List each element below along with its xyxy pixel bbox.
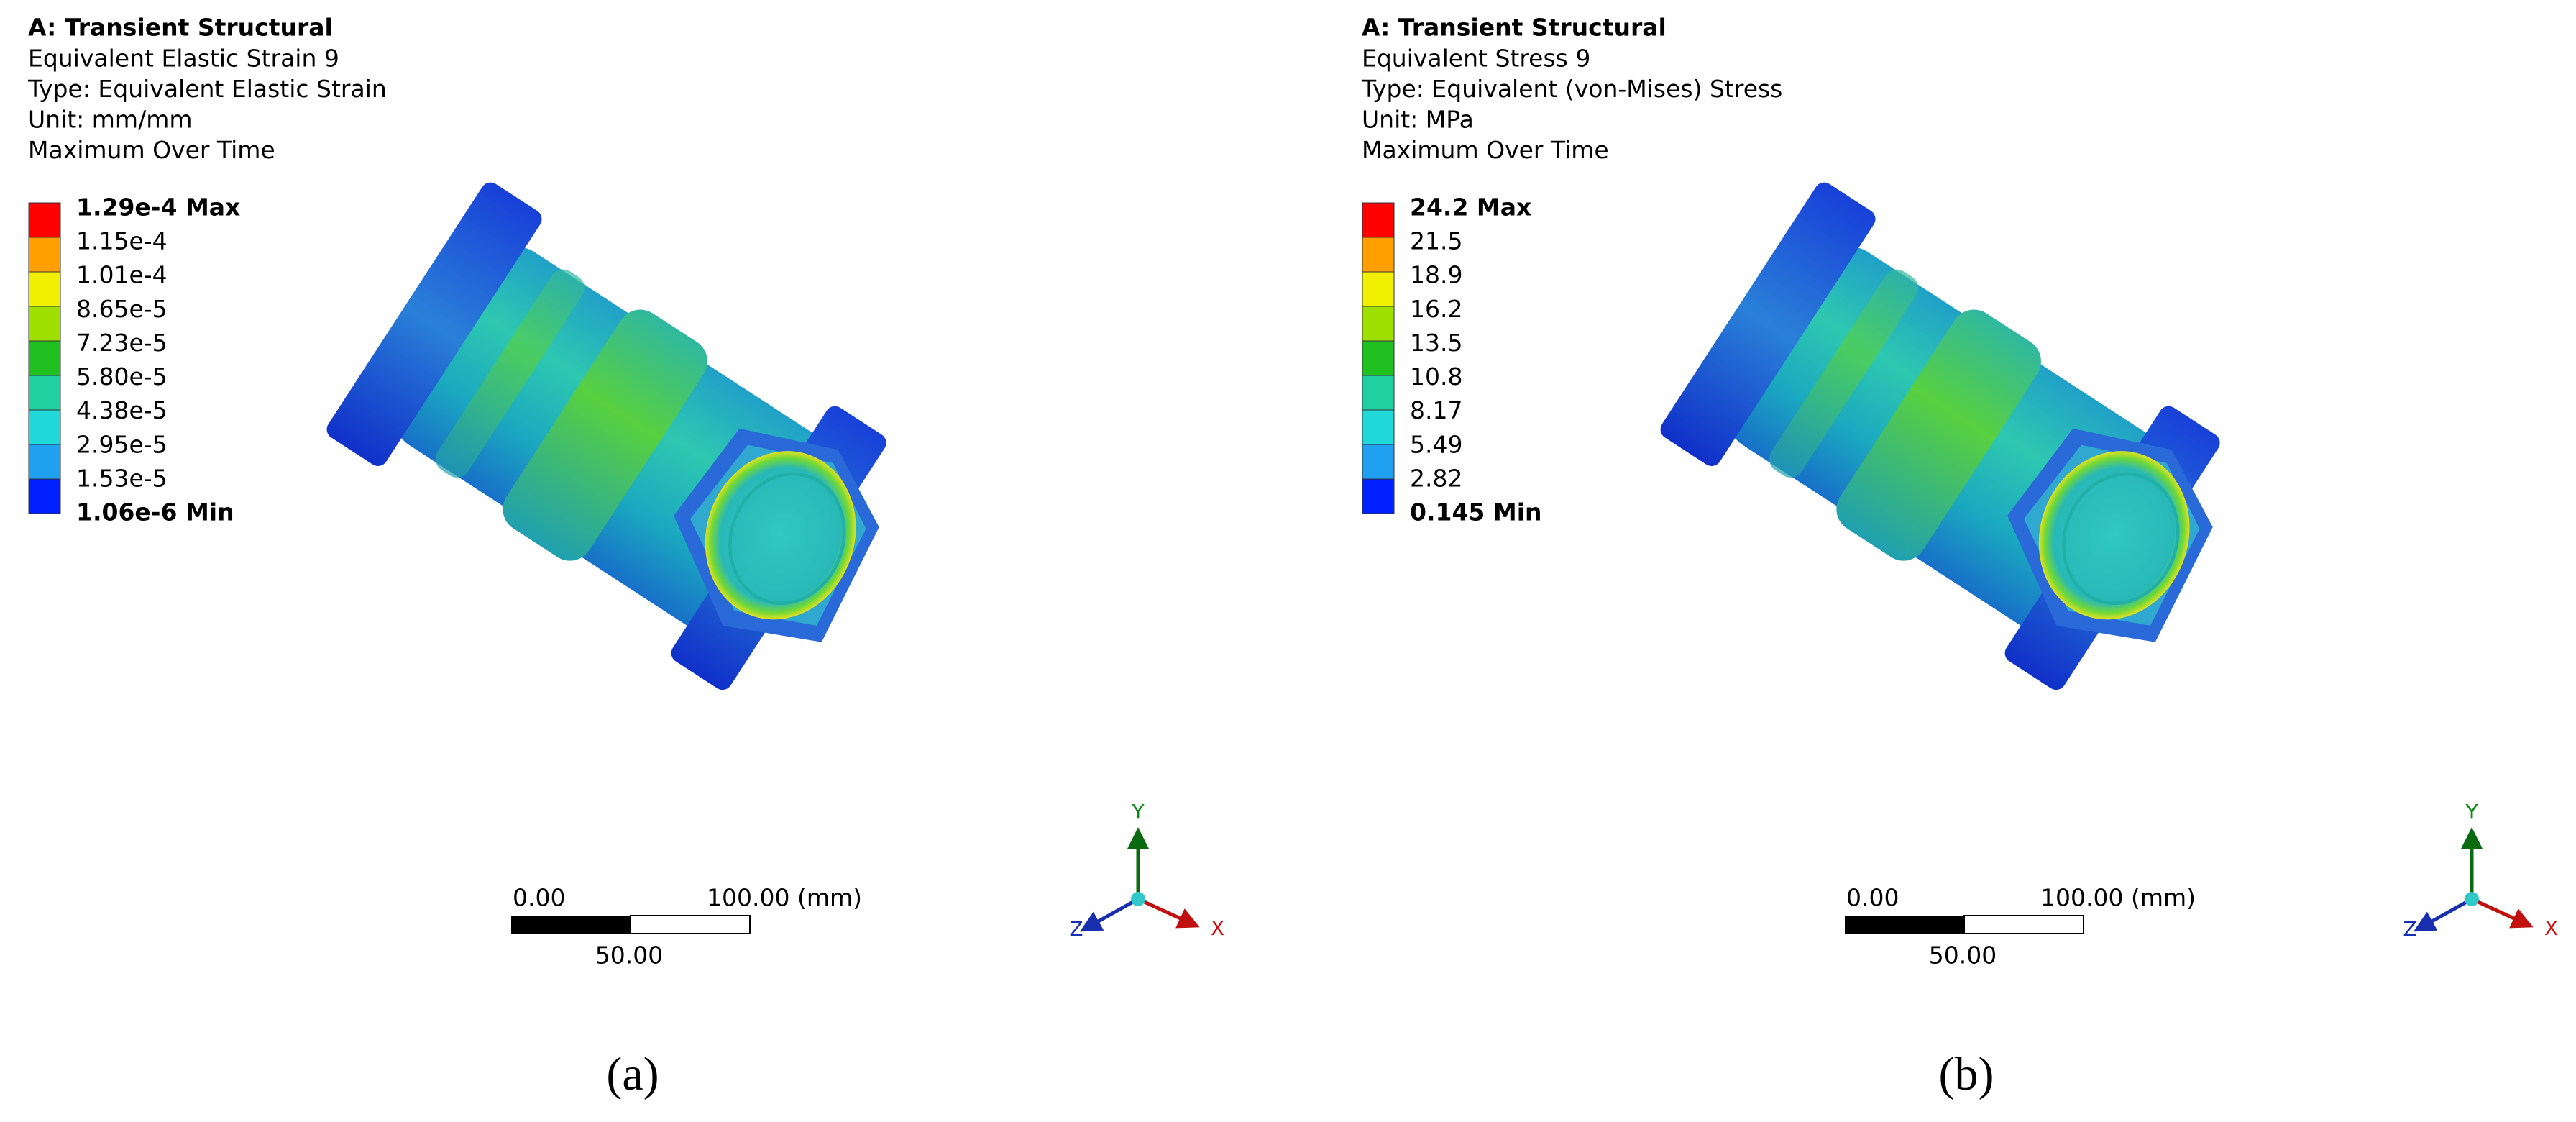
- header-line: Unit: mm/mm: [28, 106, 193, 134]
- header-line: Unit: MPa: [1362, 106, 1474, 134]
- caption: (a): [606, 1048, 659, 1100]
- legend-swatch: [28, 271, 61, 307]
- legend-label: 24.2 Max: [1410, 193, 1531, 222]
- legend-label: 21.5: [1410, 227, 1462, 255]
- legend-swatch: [28, 444, 61, 480]
- legend-swatch: [28, 409, 61, 445]
- legend-swatch: [1362, 444, 1395, 480]
- scale-bar-white: [630, 915, 751, 934]
- legend-swatch: [28, 202, 61, 238]
- legend-label: 1.29e-4 Max: [76, 193, 240, 222]
- axis-z: [1079, 897, 1140, 932]
- scale-mid: 50.00: [595, 941, 663, 970]
- legend-swatch: [28, 375, 61, 411]
- legend-label: 2.82: [1410, 464, 1462, 492]
- scale-end: 100.00 (mm): [707, 884, 862, 912]
- scale-start: 0.00: [1846, 884, 1899, 912]
- axis-z: [2413, 897, 2473, 932]
- legend-swatch: [28, 306, 61, 342]
- axis-x: [1137, 897, 1200, 929]
- legend-label: 1.53e-5: [76, 464, 168, 492]
- legend-swatch: [28, 340, 61, 376]
- legend-label: 1.06e-6 Min: [76, 498, 234, 526]
- header-line: Equivalent Stress 9: [1362, 45, 1590, 73]
- legend-swatch: [1362, 375, 1395, 411]
- triad-origin: [2465, 892, 2479, 906]
- header-line: Maximum Over Time: [1362, 136, 1609, 164]
- legend-swatch: [1362, 202, 1395, 238]
- model-render: [1656, 178, 2224, 693]
- legend-swatch: [1362, 478, 1395, 514]
- scale-start: 0.00: [513, 884, 565, 912]
- axis-z-label: Z: [2403, 917, 2416, 941]
- header-line: Type: Equivalent Elastic Strain: [27, 75, 387, 103]
- legend-label: 10.8: [1410, 362, 1462, 391]
- axis-z-label: Z: [1069, 917, 1083, 941]
- legend-swatch: [1362, 306, 1395, 342]
- legend-label: 18.9: [1410, 261, 1462, 289]
- panel-title: A: Transient Structural: [28, 14, 333, 42]
- result-panel: A: Transient Structural Equivalent Elasti…: [27, 14, 1224, 1101]
- scale-bar-black: [511, 916, 631, 934]
- legend-label: 4.38e-5: [76, 396, 168, 424]
- scale-bar-white: [1963, 915, 2084, 934]
- legend-label: 8.65e-5: [76, 295, 168, 323]
- scale-mid: 50.00: [1929, 941, 1997, 970]
- legend-swatch: [1362, 409, 1395, 445]
- header-line: Maximum Over Time: [28, 136, 275, 164]
- legend-label: 7.23e-5: [76, 329, 168, 357]
- panel-title: A: Transient Structural: [1362, 14, 1667, 42]
- legend-label: 5.80e-5: [76, 362, 168, 391]
- legend-swatch: [28, 478, 61, 514]
- scale-end: 100.00 (mm): [2040, 884, 2196, 912]
- axis-x-label: X: [2544, 916, 2558, 940]
- legend-swatch: [1362, 271, 1395, 307]
- legend-label: 1.15e-4: [76, 227, 168, 255]
- legend-label: 5.49: [1410, 430, 1462, 458]
- header-line: Equivalent Elastic Strain 9: [28, 45, 339, 73]
- legend-swatch: [1362, 237, 1395, 273]
- header-line: Type: Equivalent (von-Mises) Stress: [1361, 75, 1782, 103]
- scale-bar-black: [1845, 916, 1964, 934]
- legend-swatch: [28, 237, 61, 273]
- legend-swatch: [1362, 340, 1395, 376]
- axis-y-label: Y: [2465, 800, 2478, 824]
- legend-label: 13.5: [1410, 329, 1462, 357]
- legend-label: 16.2: [1410, 295, 1462, 323]
- legend-label: 8.17: [1410, 396, 1462, 424]
- caption: (b): [1939, 1048, 1994, 1100]
- model-render: [323, 178, 890, 693]
- axis-x-label: X: [1211, 916, 1224, 940]
- result-panel: A: Transient Structural Equivalent Stress…: [1361, 14, 2558, 1101]
- legend-label: 0.145 Min: [1410, 498, 1542, 526]
- legend-label: 2.95e-5: [76, 430, 168, 458]
- triad-origin: [1131, 892, 1145, 906]
- legend-label: 1.01e-4: [76, 261, 168, 289]
- axis-x: [2470, 897, 2534, 929]
- axis-y-label: Y: [1131, 800, 1145, 824]
